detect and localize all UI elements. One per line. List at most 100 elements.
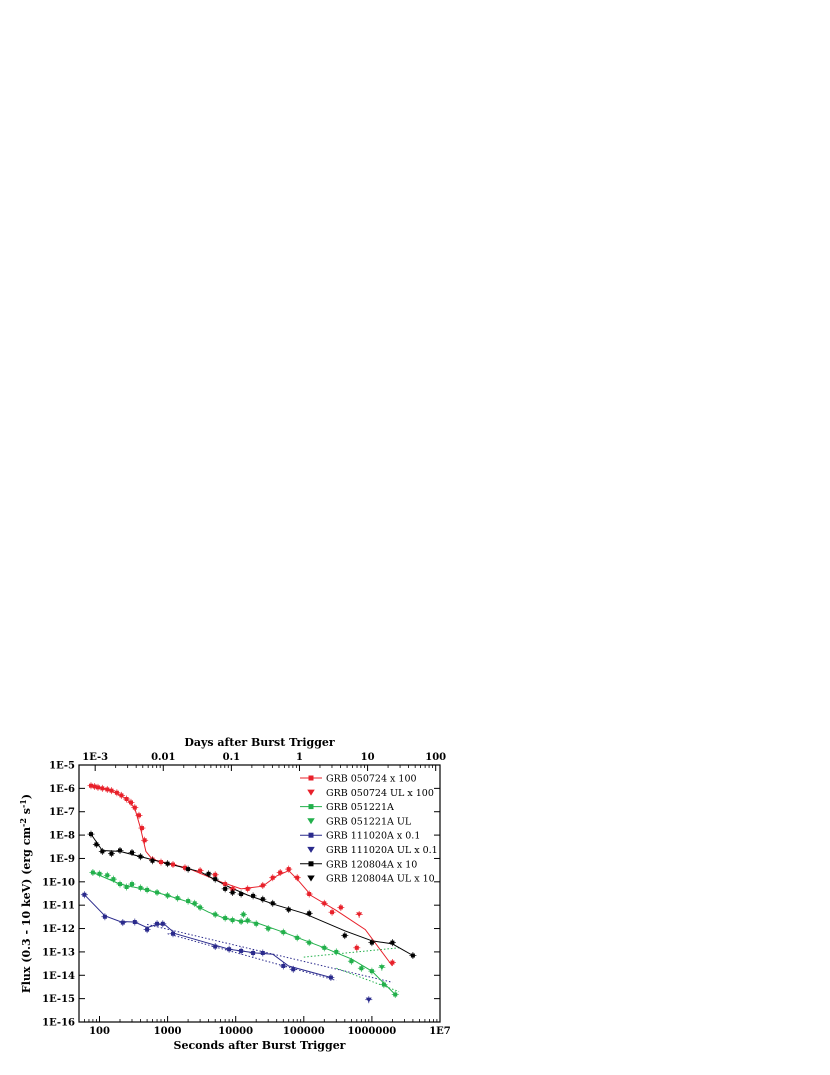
data-point: [369, 940, 374, 945]
data-point: [307, 911, 312, 916]
legend-item: GRB 120804A UL x 10: [307, 874, 435, 885]
series-curve: [90, 833, 414, 956]
x-tick-label: 100: [89, 1026, 110, 1037]
x-tick-label: 100000: [283, 1026, 325, 1037]
data-point: [213, 872, 218, 877]
data-point: [260, 950, 265, 955]
data-point: [145, 887, 150, 892]
x-tick-label: 1000000: [348, 1026, 397, 1037]
data-point: [206, 871, 211, 876]
data-point: [213, 912, 218, 917]
plot-frame: [78, 764, 441, 1023]
data-point: [390, 960, 395, 965]
legend-label: GRB 050724 x 100: [326, 774, 417, 785]
legend-marker: [308, 861, 314, 867]
data-point: [307, 940, 312, 945]
data-point: [120, 920, 125, 925]
data-point: [155, 921, 160, 926]
data-point: [359, 966, 364, 971]
legend-label: GRB 050724 UL x 100: [326, 788, 434, 799]
data-point: [230, 918, 235, 923]
data-point: [230, 890, 235, 895]
y-tick-label: 1E-15: [42, 994, 75, 1005]
data-point: [239, 919, 244, 924]
legend-label: GRB 120804A x 10: [326, 859, 417, 870]
data-point: [105, 873, 110, 878]
y-axis-title: Flux (0.3 - 10 keV) (erg cm-2​ s-1​): [18, 794, 33, 993]
legend-item: GRB 051221A UL: [307, 816, 412, 827]
legend-item: GRB 120804A x 10: [300, 859, 417, 870]
y-tick-label: 1E-13: [42, 947, 75, 958]
data-point: [129, 850, 134, 855]
data-point: [328, 975, 333, 980]
top-x-tick-label: 0.1: [223, 752, 240, 763]
data-point: [129, 882, 134, 887]
data-point: [118, 882, 123, 887]
data-point: [119, 793, 124, 798]
data-point: [223, 916, 228, 921]
y-tick-label: 1E-5: [49, 761, 75, 772]
axes: 100 1000 10000 100000 1000000 1E7 1E-3 0.01 0.1 1…: [42, 752, 451, 1037]
data-point: [150, 858, 155, 863]
data-point: [410, 953, 415, 958]
data-point: [92, 784, 97, 789]
data-point: [260, 897, 265, 902]
y-tick-label: 1E-16: [42, 1018, 75, 1029]
data-point: [136, 813, 141, 818]
x-tick-label: 10000: [218, 1026, 253, 1037]
legend: GRB 050724 x 100 GRB 050724 UL x 100 GRB 0…: [300, 774, 438, 885]
legend-label: GRB 051221A: [326, 802, 394, 813]
data-point: [95, 785, 100, 790]
legend-label: GRB 111020A UL x 0.1: [326, 845, 438, 856]
data-point: [365, 997, 372, 1003]
data-point: [97, 871, 102, 876]
y-tick-label: 1E-10: [42, 877, 75, 888]
legend-marker: [308, 775, 314, 781]
data-point: [381, 982, 386, 987]
legend-item: GRB 111020A x 0.1: [300, 831, 420, 842]
data-point: [270, 875, 275, 880]
data-point: [393, 992, 398, 997]
data-point: [198, 868, 203, 873]
legend-item: GRB 050724 UL x 100: [307, 788, 434, 799]
data-point: [170, 931, 175, 936]
data-point: [128, 800, 133, 805]
legend-label: GRB 111020A x 0.1: [326, 831, 420, 842]
data-point: [239, 948, 244, 953]
y-tick-label: 1E-14: [42, 971, 75, 982]
legend-marker: [307, 875, 315, 882]
data-point: [390, 940, 395, 945]
data-point: [286, 907, 291, 912]
legend-marker: [307, 846, 315, 853]
top-x-tick-label: 100: [425, 752, 446, 763]
data-markers: [80, 782, 417, 1004]
data-point: [322, 945, 327, 950]
data-point: [111, 877, 116, 882]
data-point: [334, 949, 339, 954]
y-tick-label: 1E-8: [49, 831, 75, 842]
data-point: [159, 860, 164, 865]
top-x-tick-label: 0.01: [151, 752, 175, 763]
data-point: [245, 918, 250, 923]
legend-marker: [307, 789, 315, 796]
data-point: [114, 790, 119, 795]
data-point: [124, 797, 129, 802]
data-point: [145, 927, 150, 932]
data-point: [338, 905, 343, 910]
data-point: [186, 899, 191, 904]
data-point: [160, 921, 165, 926]
data-point: [88, 783, 93, 788]
data-point: [281, 930, 286, 935]
x-axis-title: Seconds after Burst Trigger: [174, 1039, 346, 1052]
legend-marker: [308, 804, 314, 810]
data-point: [132, 805, 137, 810]
data-point: [223, 882, 228, 887]
data-point: [88, 832, 93, 837]
dotted-fit-line: [336, 967, 400, 993]
data-point: [142, 838, 147, 843]
data-point: [330, 910, 335, 915]
data-point: [291, 967, 296, 972]
data-point: [109, 851, 114, 856]
dotted-fit-lines: [146, 923, 400, 993]
data-point: [102, 914, 107, 919]
